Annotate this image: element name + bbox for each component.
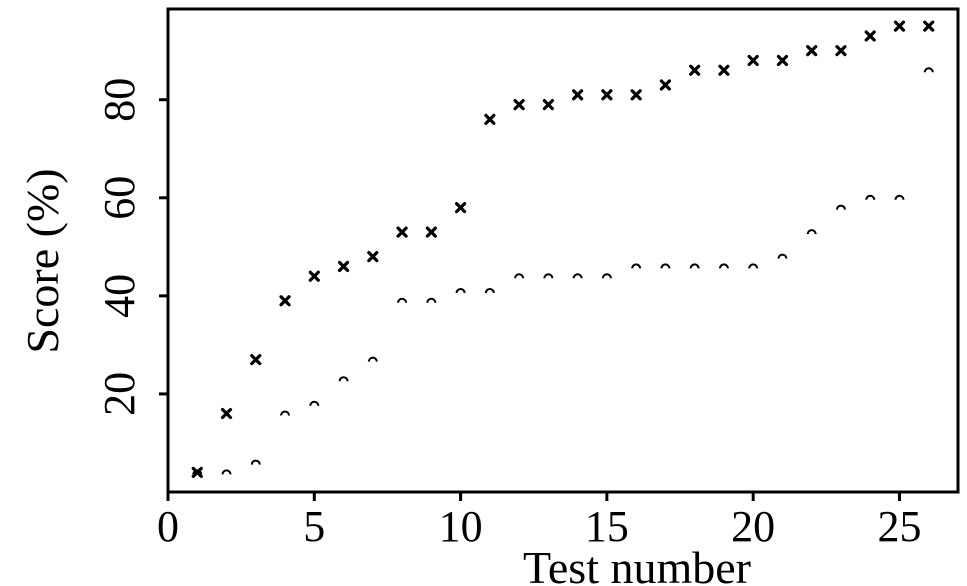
data-point-arc: [221, 469, 232, 475]
data-point-arc: [455, 287, 466, 294]
data-point-arc: [309, 400, 320, 406]
data-point-x: [308, 270, 320, 282]
y-tick-label: 40: [95, 274, 144, 318]
data-point-x: [835, 45, 847, 57]
data-point-arc: [923, 67, 934, 73]
data-point-arc: [338, 376, 349, 382]
data-point-arc: [397, 297, 408, 303]
data-point-x: [337, 260, 350, 273]
x-tick-label: 15: [585, 502, 629, 551]
data-point-x: [191, 466, 203, 478]
data-point-arc: [484, 287, 495, 294]
data-point-arc: [543, 273, 554, 279]
data-point-x: [806, 45, 818, 57]
data-point-arc: [514, 273, 525, 279]
y-tick-label: 20: [95, 372, 144, 416]
data-point-x: [513, 99, 525, 111]
data-point-arc: [777, 253, 788, 259]
data-point-x: [689, 64, 701, 76]
y-tick-label: 60: [95, 176, 144, 220]
data-point-x: [454, 201, 467, 214]
data-point-x: [396, 226, 408, 238]
data-point-x: [220, 407, 233, 420]
data-point-arc: [601, 273, 612, 279]
data-point-x: [484, 113, 496, 125]
data-point-arc: [806, 229, 817, 235]
data-point-arc: [192, 469, 203, 475]
data-point-x: [659, 79, 672, 91]
x-axis-label: Test number: [523, 542, 751, 586]
x-axis: 0 5 10 15 20 25: [157, 492, 921, 551]
data-point-x: [425, 226, 437, 238]
data-point-x: [601, 89, 613, 101]
x-tick-label: 25: [877, 502, 921, 551]
data-point-x: [250, 354, 262, 366]
y-axis: 20 40 60 80: [95, 78, 168, 416]
data-point-arc: [660, 263, 671, 269]
data-point-x: [923, 20, 935, 32]
data-point-x: [367, 251, 379, 263]
x-tick-label: 5: [303, 502, 325, 551]
y-axis-label: Score (%): [17, 168, 68, 353]
data-point-arc: [718, 263, 729, 269]
x-tick-label: 20: [731, 502, 775, 551]
data-points: [191, 20, 935, 478]
data-point-arc: [572, 273, 583, 279]
data-point-arc: [748, 263, 759, 269]
data-point-x: [542, 99, 554, 111]
data-point-arc: [250, 459, 261, 465]
x-tick-label: 0: [157, 502, 179, 551]
data-point-x: [718, 64, 730, 76]
data-point-x: [893, 20, 906, 32]
data-point-arc: [689, 263, 700, 269]
data-point-arc: [280, 410, 291, 416]
data-point-arc: [865, 194, 876, 200]
data-point-arc: [894, 194, 905, 200]
data-point-x: [864, 30, 876, 42]
data-point-x: [572, 89, 584, 101]
data-point-arc: [426, 297, 437, 303]
data-point-arc: [367, 356, 378, 362]
data-point-x: [776, 54, 789, 67]
data-point-x: [279, 295, 291, 307]
plot-frame: [166, 7, 960, 494]
x-tick-label: 10: [439, 502, 483, 551]
data-point-arc: [631, 263, 642, 269]
data-point-x: [747, 54, 759, 67]
data-point-x: [630, 89, 642, 101]
data-point-arc: [835, 204, 846, 210]
y-tick-label: 80: [95, 78, 144, 122]
